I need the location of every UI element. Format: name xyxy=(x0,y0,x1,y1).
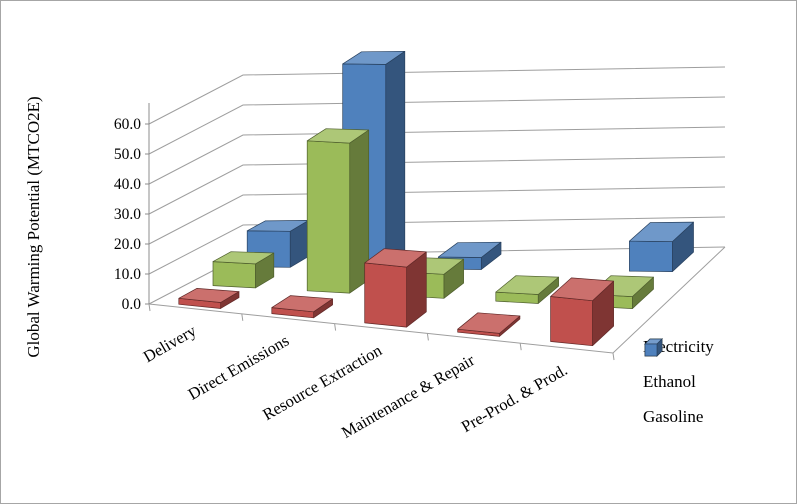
y-axis-tick-label: 50.0 xyxy=(114,146,141,163)
category-label-direct-emissions: Direct Emissions xyxy=(185,331,293,404)
category-axis-tick xyxy=(426,333,429,341)
legend-marker-icon xyxy=(644,338,663,357)
bar-gasoline-pre-prod-prod xyxy=(629,221,694,272)
bar-electricity-maintenance-repair xyxy=(457,312,521,337)
gridline xyxy=(148,66,726,125)
category-axis-tick xyxy=(334,323,337,331)
category-label-pre-prod-prod: Pre-Prod. & Prod. xyxy=(458,360,571,436)
y-axis-title: Global Warming Potential (MTCO2E) xyxy=(24,96,43,357)
bar-electricity-direct-emissions xyxy=(271,295,333,319)
bar-electricity-delivery xyxy=(178,288,240,309)
bar-ethanol-maintenance-repair xyxy=(495,275,559,304)
gridline xyxy=(148,216,726,275)
y-axis-tick-label: 0.0 xyxy=(122,296,142,313)
bar-electricity-resource-extraction xyxy=(364,248,427,328)
category-label-delivery: Delivery xyxy=(140,321,200,367)
y-axis-tick-label: 10.0 xyxy=(114,266,141,283)
category-axis-tick xyxy=(241,313,244,321)
gridline xyxy=(148,126,726,185)
y-axis-tick-label: 20.0 xyxy=(114,236,141,253)
legend-item-gasoline: Gasoline xyxy=(643,338,714,427)
bar-ethanol-direct-emissions xyxy=(306,128,370,294)
bar-electricity-pre-prod-prod xyxy=(550,277,614,347)
plot-area: 0.0 10.0 20.0 30.0 40.0 50.0 60.0 DeliveryDirec… xyxy=(114,50,726,442)
gridline xyxy=(148,186,726,245)
gridline xyxy=(148,156,726,215)
category-axis-tick xyxy=(519,343,522,351)
y-axis-tick-label: 60.0 xyxy=(114,116,141,133)
gridline xyxy=(148,96,726,155)
legend-label: Ethanol xyxy=(643,372,696,391)
y-axis-tick-label: 30.0 xyxy=(114,206,141,223)
legend-label: Gasoline xyxy=(643,407,704,426)
legend: Electricity Ethanol Gasoline xyxy=(643,337,714,427)
category-axis-tick xyxy=(148,303,151,312)
bar-ethanol-delivery xyxy=(212,251,275,289)
category-axis-tick xyxy=(612,352,615,361)
y-axis-tick-label: 40.0 xyxy=(114,176,141,193)
legend-item-ethanol: Ethanol xyxy=(643,338,714,392)
